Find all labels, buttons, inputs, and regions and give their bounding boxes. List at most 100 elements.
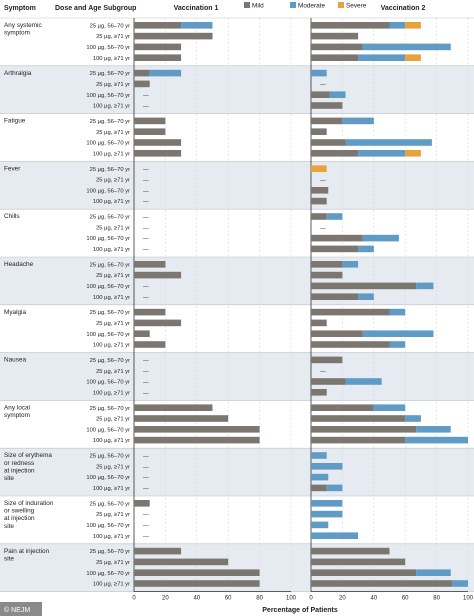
bar-segment-mild bbox=[134, 54, 182, 61]
legend-swatch-severe bbox=[338, 2, 344, 8]
dose-group-label: 25 µg, 56–70 yr bbox=[90, 215, 130, 221]
dose-group-label: 25 µg, 56–70 yr bbox=[90, 167, 130, 173]
dose-group-label: 100 µg, 56–70 yr bbox=[86, 141, 130, 147]
bar-segment-moderate bbox=[311, 500, 343, 507]
no-event-dash: — bbox=[143, 390, 149, 396]
no-event-dash: — bbox=[143, 188, 149, 194]
bars bbox=[134, 22, 468, 587]
bar-segment-moderate bbox=[311, 521, 329, 529]
bar-segment-mild bbox=[134, 580, 260, 587]
dose-group-label: 25 µg, 56–70 yr bbox=[90, 358, 130, 364]
bar-segment-mild bbox=[311, 54, 359, 61]
dose-group-label: 25 µg, 56–70 yr bbox=[90, 406, 130, 412]
row-band bbox=[0, 352, 474, 401]
x-tick-label: 0 bbox=[309, 596, 313, 602]
bar-segment-moderate bbox=[452, 580, 468, 587]
dose-group-label: 100 µg, ≥71 yr bbox=[93, 295, 130, 301]
bar-segment-mild bbox=[311, 139, 346, 146]
dose-group-label: 25 µg, ≥71 yr bbox=[96, 225, 130, 231]
no-event-dash: — bbox=[143, 475, 149, 481]
no-event-dash: — bbox=[143, 358, 149, 364]
no-event-dash: — bbox=[143, 93, 149, 99]
bar-segment-mild bbox=[311, 102, 343, 109]
dose-group-label: 25 µg, ≥71 yr bbox=[96, 130, 130, 136]
symptom-label: Size of erythema bbox=[4, 452, 52, 459]
x-tick-label: 20 bbox=[162, 596, 169, 602]
bar-segment-mild bbox=[134, 128, 166, 135]
bar-segment-mild bbox=[311, 404, 374, 411]
bar-segment-mild bbox=[134, 271, 182, 279]
bar-segment-moderate bbox=[181, 22, 213, 29]
no-event-dash: — bbox=[143, 464, 149, 470]
dose-group-label: 100 µg, 56–70 yr bbox=[86, 332, 130, 338]
bar-segment-mild bbox=[134, 547, 182, 555]
symptom-label: site bbox=[4, 555, 14, 562]
row-band bbox=[0, 448, 474, 496]
dose-group-label: 25 µg, 56–70 yr bbox=[90, 549, 130, 555]
x-axis-title: Percentage of Patients bbox=[262, 607, 338, 614]
symptom-label: Fatigue bbox=[4, 118, 26, 125]
bar-segment-moderate bbox=[416, 282, 434, 290]
no-event-dash: — bbox=[320, 225, 326, 231]
bar-segment-mild bbox=[311, 43, 363, 51]
x-tick-label: 40 bbox=[193, 596, 200, 602]
symptom-label: Chills bbox=[4, 213, 20, 220]
panel-axes bbox=[133, 18, 468, 592]
symptom-label: or redness bbox=[4, 460, 34, 467]
bar-segment-mild bbox=[311, 261, 343, 268]
bar-segment-moderate bbox=[358, 54, 406, 61]
bar-segment-moderate bbox=[326, 484, 343, 492]
x-tick-labels: 0 20 40 60 80 100 0 20 40 60 80 100 bbox=[132, 596, 473, 602]
dose-group-label: 100 µg, ≥71 yr bbox=[93, 390, 130, 396]
bar-segment-moderate bbox=[389, 22, 406, 29]
bar-segment-mild bbox=[311, 245, 359, 253]
row-band bbox=[0, 65, 474, 114]
dose-group-label: 100 µg, ≥71 yr bbox=[93, 199, 130, 205]
dose-group-label: 100 µg, ≥71 yr bbox=[93, 56, 130, 62]
dose-group-label: 25 µg, 56–70 yr bbox=[90, 262, 130, 268]
bar-segment-mild bbox=[311, 117, 343, 125]
bar-segment-mild bbox=[311, 150, 359, 157]
dose-group-label: 100 µg, ≥71 yr bbox=[93, 486, 130, 492]
symptom-label: Any local bbox=[4, 404, 30, 411]
symptom-label: at injection bbox=[4, 515, 35, 522]
legend-swatch-moderate bbox=[290, 2, 296, 8]
symptom-label: Size of induration bbox=[4, 500, 54, 507]
bar-segment-moderate bbox=[311, 69, 327, 77]
bar-segment-moderate bbox=[416, 426, 451, 433]
bar-segment-severe bbox=[405, 54, 421, 61]
bar-segment-mild bbox=[311, 426, 417, 433]
symptom-label: Headache bbox=[4, 261, 34, 268]
bar-segment-mild bbox=[134, 426, 260, 433]
bar-segment-moderate bbox=[342, 117, 374, 125]
bar-segment-mild bbox=[311, 558, 406, 566]
no-event-dash: — bbox=[143, 486, 149, 492]
row-bands bbox=[0, 17, 474, 592]
dose-group-label: 25 µg, 56–70 yr bbox=[90, 454, 130, 460]
bar-segment-mild bbox=[134, 558, 229, 566]
dose-group-label: 100 µg, 56–70 yr bbox=[86, 45, 130, 51]
bar-segment-moderate bbox=[358, 293, 374, 300]
symptom-label: Nausea bbox=[4, 357, 26, 364]
bar-segment-mild bbox=[311, 271, 343, 279]
gridlines bbox=[165, 18, 469, 592]
dose-group-label: 25 µg, ≥71 yr bbox=[96, 560, 130, 566]
bar-segment-moderate bbox=[311, 532, 359, 539]
bar-segment-moderate bbox=[405, 436, 468, 444]
no-event-dash: — bbox=[143, 247, 149, 253]
dose-group-label: 25 µg, 56–70 yr bbox=[90, 310, 130, 316]
bar-segment-mild bbox=[311, 484, 327, 492]
symptom-label: site bbox=[4, 475, 14, 482]
dose-group-label: 100 µg, ≥71 yr bbox=[93, 247, 130, 253]
dose-group-label: 25 µg, ≥71 yr bbox=[96, 369, 130, 375]
dose-group-label: 100 µg, 56–70 yr bbox=[86, 188, 130, 194]
bar-segment-moderate bbox=[311, 473, 329, 481]
bar-segment-mild bbox=[134, 436, 260, 444]
bar-segment-severe bbox=[311, 165, 327, 172]
no-event-dash: — bbox=[143, 454, 149, 460]
dose-group-label: 100 µg, 56–70 yr bbox=[86, 284, 130, 290]
dose-group-label: 25 µg, ≥71 yr bbox=[96, 417, 130, 423]
bar-segment-moderate bbox=[311, 463, 343, 470]
bar-segment-moderate bbox=[362, 330, 434, 337]
bar-segment-mild bbox=[134, 319, 182, 327]
